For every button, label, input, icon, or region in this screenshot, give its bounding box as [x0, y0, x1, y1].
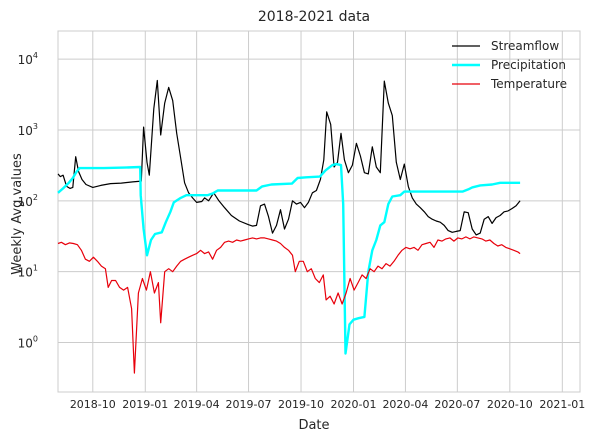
x-tick-label: 2019-01 — [122, 398, 168, 411]
y-tick-exponent: 3 — [33, 122, 38, 131]
x-tick-label: 2021-01 — [539, 398, 585, 411]
x-tick-label: 2019-07 — [226, 398, 272, 411]
series-line-streamflow — [57, 79, 521, 236]
y-axis-label: Weekly Avg values — [10, 153, 25, 275]
x-tick-label: 2019-10 — [278, 398, 324, 411]
plot-frame — [57, 30, 581, 393]
y-tick-base: 10 — [18, 195, 33, 209]
legend-label-streamflow: Streamflow — [491, 39, 559, 53]
grid-layer — [58, 31, 580, 392]
y-tick-base: 10 — [18, 266, 33, 280]
y-tick-label: 103 — [18, 122, 38, 138]
legend-label-temperature: Temperature — [490, 77, 567, 91]
x-tick-label: 2019-04 — [174, 398, 220, 411]
legend-label-precipitation: Precipitation — [491, 58, 566, 72]
series-layer — [57, 79, 521, 374]
x-tick-label: 2020-10 — [487, 398, 533, 411]
chart-title: 2018-2021 data — [258, 9, 370, 25]
legend: Streamflow Precipitation Temperature — [452, 39, 567, 91]
x-axis-label: Date — [298, 418, 329, 433]
y-tick-exponent: 1 — [33, 264, 38, 273]
y-tick-base: 10 — [18, 53, 33, 67]
x-tick-label: 2020-04 — [382, 398, 428, 411]
y-tick-label: 101 — [18, 264, 38, 280]
y-tick-base: 10 — [18, 336, 33, 350]
y-tick-label: 100 — [18, 334, 38, 350]
x-tick-label: 2020-01 — [331, 398, 377, 411]
y-tick-exponent: 4 — [33, 51, 38, 60]
x-tick-label: 2020-07 — [434, 398, 480, 411]
y-tick-exponent: 2 — [33, 193, 38, 202]
y-tick-exponent: 0 — [33, 334, 38, 343]
y-tick-label: 104 — [18, 51, 38, 67]
series-line-temperature — [57, 236, 521, 374]
y-tick-base: 10 — [18, 124, 33, 138]
series-line-precipitation — [57, 162, 521, 355]
x-tick-label: 2018-10 — [70, 398, 116, 411]
y-tick-label: 102 — [18, 193, 38, 209]
tick-layer: 2018-10 2019-01 2019-04 2019-07 2019-10 2020-… — [18, 51, 586, 411]
